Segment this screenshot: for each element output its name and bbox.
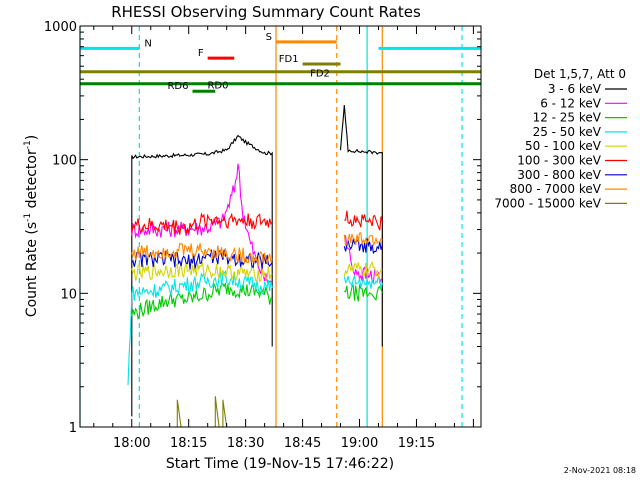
series-line-4-1 [343,260,383,279]
footer-date: 2-Nov-2021 08:18 [564,466,636,475]
flag-label-fd2: FD2 [310,69,330,80]
y-tick-label: 100 [52,154,77,169]
legend-label: 25 - 50 keV [533,125,602,139]
x-tick-label: 19:15 [398,436,435,451]
legend-label: 7000 - 15000 keV [494,196,601,210]
y-tick-label: 1000 [44,20,77,35]
series-line-8-2 [222,399,228,428]
x-tick-label: 19:00 [341,436,378,451]
series-line-0-1 [339,105,383,347]
series-line-7-0 [131,242,273,267]
legend-label: 12 - 25 keV [533,111,602,125]
series-line-4-0 [131,262,273,283]
legend-label: 50 - 100 keV [525,139,602,153]
series-line-8-1 [214,396,220,428]
legend-label: 6 - 12 keV [540,96,602,110]
plot-area: N S F FD1 FD2 RD0 RD6 [79,26,481,427]
series-line-3-0 [127,270,273,386]
x-axis-label: Start Time (19-Nov-15 17:46:22) [166,456,394,472]
flag-label-n: N [144,38,151,49]
data-layer [127,105,383,428]
series-line-0-0 [131,134,273,417]
legend-label: 300 - 800 keV [517,168,601,182]
legend-label: 100 - 300 keV [517,154,601,168]
legend-title: Det 1,5,7, Att 0 [534,67,626,81]
series-line-2-0 [131,282,273,321]
x-tick-label: 18:15 [170,436,207,451]
series-line-2-1 [344,283,383,302]
flag-label-rd0: RD0 [207,81,228,92]
y-tick-label: 10 [60,287,77,302]
y-axis-label: Count Rate (s-1 detector-1) [23,135,40,317]
series-line-6-0 [131,249,273,270]
flag-label-s: S [266,32,272,43]
flag-label-rd6: RD6 [167,81,188,92]
x-tick-label: 18:30 [227,436,264,451]
series-line-1-0 [131,163,273,285]
x-tick-label: 18:00 [113,436,150,451]
legend-label: 800 - 7000 keV [510,182,602,196]
y-tick-label: 1 [69,421,77,436]
series-line-5-1 [344,210,383,231]
series-line-5-0 [131,212,273,236]
flag-label-fd1: FD1 [279,54,299,65]
chart-title: RHESSI Observing Summary Count Rates [111,3,421,21]
legend-label: 3 - 6 keV [548,82,602,96]
axes: 1 10 100 1000 18:00 18:15 18:30 18:45 19:00 19:15 [44,20,482,451]
series-line-3-1 [343,274,383,289]
series-line-7-1 [343,231,383,248]
series-line-8-0 [176,399,182,428]
series-line-6-1 [343,236,383,255]
flag-label-f: F [198,48,204,59]
plot-frame [79,25,482,428]
x-tick-label: 18:45 [284,436,321,451]
